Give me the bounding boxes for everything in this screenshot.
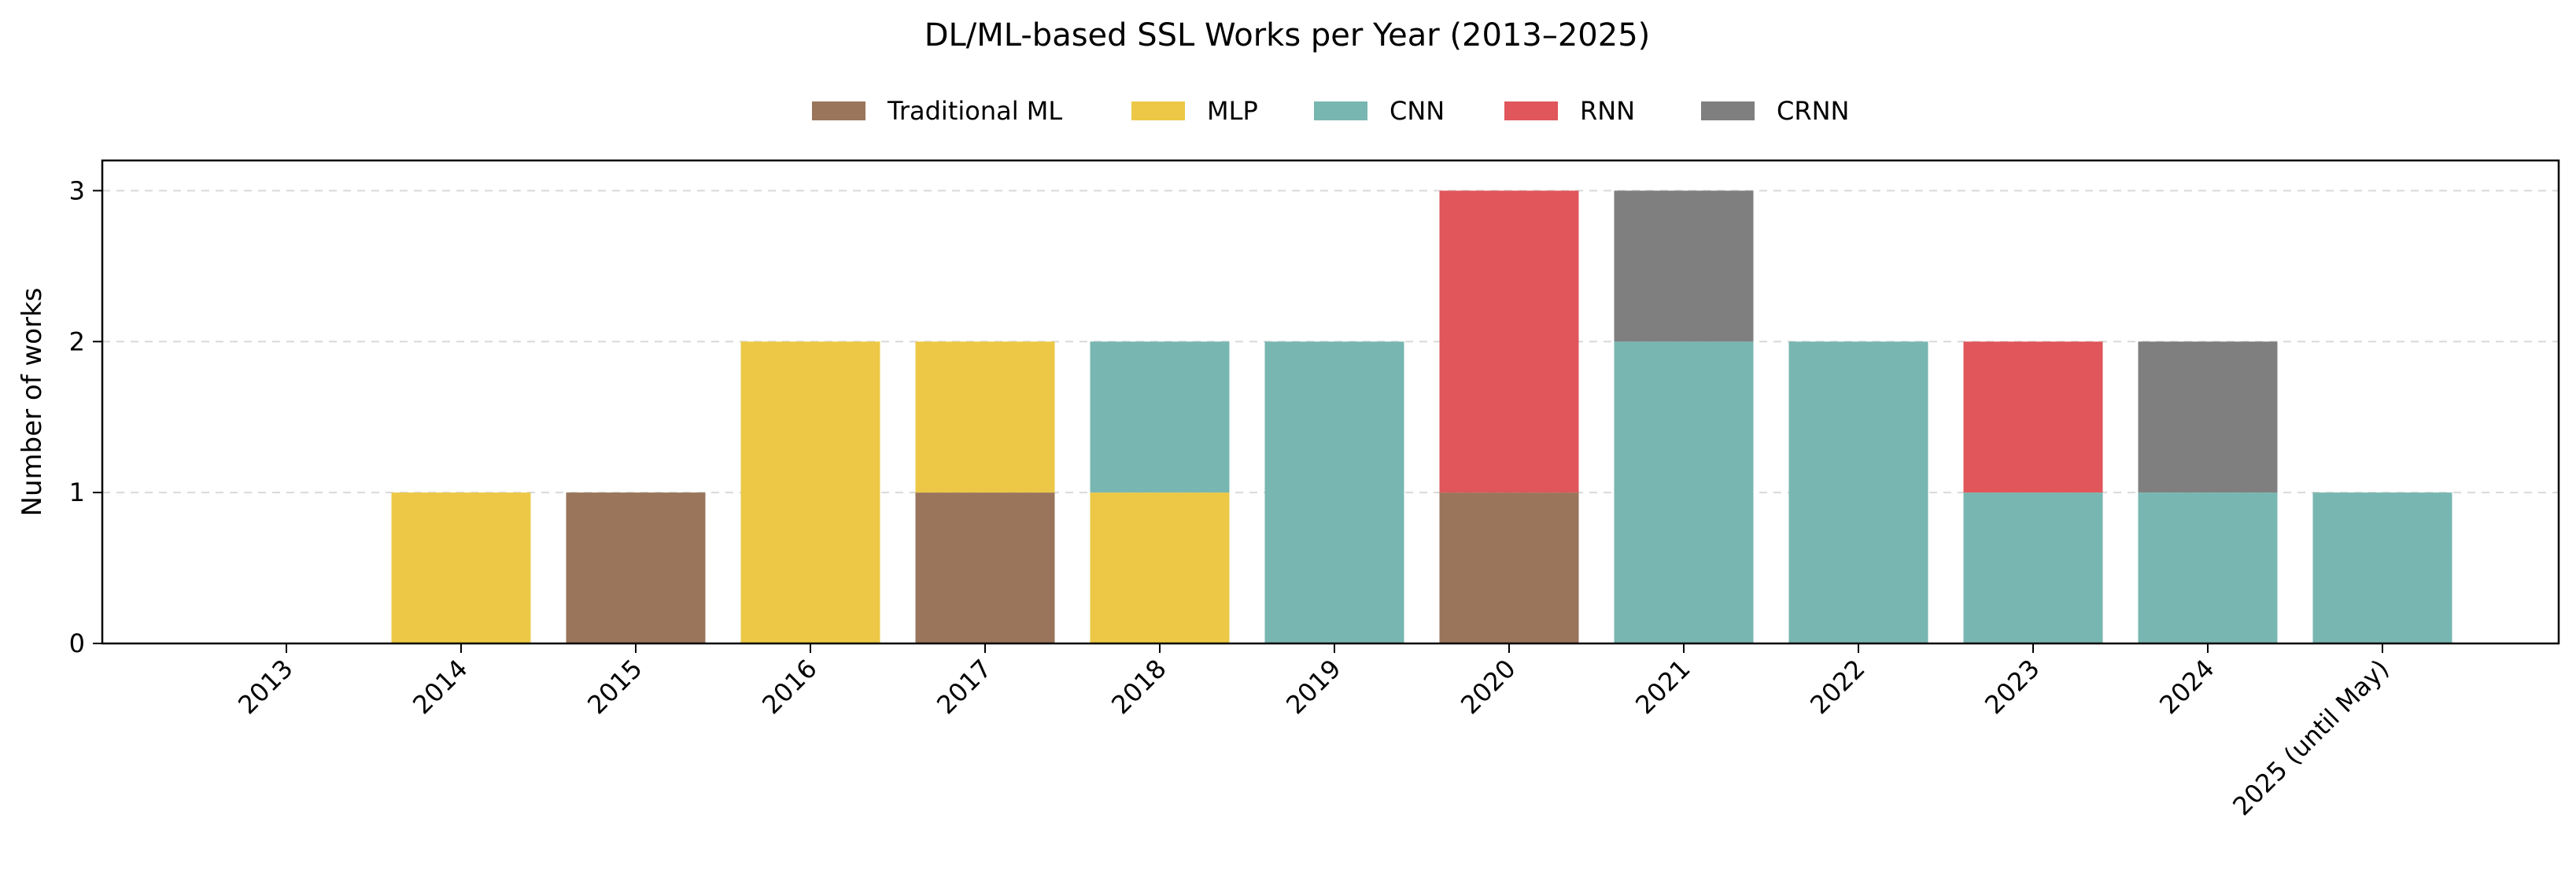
- x-tick-label: 2023: [1979, 654, 2045, 720]
- x-tick-label: 2018: [1105, 654, 1172, 720]
- x-tick-label: 2014: [407, 654, 473, 720]
- legend-label: MLP: [1207, 96, 1258, 126]
- bar-2017-traditional-ml: [915, 492, 1055, 643]
- bar-2023-rnn: [1963, 341, 2103, 493]
- y-tick-label: 3: [69, 175, 85, 205]
- bars: [391, 190, 2452, 643]
- x-tick-label: 2017: [931, 654, 997, 720]
- plot-frame: [101, 159, 2560, 645]
- bar-2022-cnn: [1788, 341, 1928, 643]
- bar-2021-crnn: [1614, 190, 1754, 342]
- bar-2020-traditional-ml: [1439, 492, 1579, 643]
- bar-2017-mlp: [915, 341, 1055, 493]
- bar-2023-cnn: [1963, 492, 2103, 643]
- y-tick-label: 2: [69, 326, 85, 356]
- legend-label: RNN: [1580, 96, 1635, 126]
- x-tick-label: 2025 (until May): [2227, 654, 2394, 821]
- bar-2014-mlp: [391, 492, 531, 643]
- y-tick-label: 0: [69, 629, 85, 658]
- legend-label: CNN: [1389, 96, 1445, 126]
- x-tick-label: 2015: [581, 654, 648, 720]
- bar-2020-rnn: [1439, 190, 1579, 493]
- x-tick-label: 2020: [1455, 654, 1521, 720]
- x-tick-label: 2013: [232, 654, 298, 720]
- bar-2024-cnn: [2138, 492, 2278, 643]
- legend-swatch-cnn: [1314, 101, 1367, 120]
- x-axis: 2013 2014 2015 2016 2017 2018 2019 2020 2021 2022…: [232, 643, 2395, 821]
- bar-2018-cnn: [1090, 341, 1230, 493]
- bar-2018-mlp: [1090, 492, 1230, 643]
- legend-swatch-rnn: [1504, 101, 1558, 120]
- legend-swatch-crnn: [1701, 101, 1755, 120]
- bar-2021-cnn: [1614, 341, 1754, 643]
- x-tick-label: 2019: [1280, 654, 1346, 720]
- legend-swatch-mlp: [1131, 101, 1185, 120]
- legend-swatch-traditional-ml: [812, 101, 865, 120]
- bar-2019-cnn: [1264, 341, 1404, 643]
- y-tick-label: 1: [69, 477, 85, 507]
- bar-2016-mlp: [740, 341, 880, 643]
- y-axis-label: Number of works: [17, 288, 48, 517]
- x-tick-label: 2022: [1804, 654, 1870, 720]
- legend: Traditional ML MLP CNN RNN CRNN: [812, 96, 1849, 126]
- legend-label: Traditional ML: [887, 96, 1062, 126]
- x-tick-label: 2021: [1629, 654, 1696, 720]
- chart-title: DL/ML-based SSL Works per Year (2013–202…: [924, 17, 1651, 53]
- bar-2015-traditional-ml: [566, 492, 706, 643]
- bar-2025-until-may--cnn: [2312, 492, 2452, 643]
- legend-label: CRNN: [1777, 96, 1849, 126]
- bar-2024-crnn: [2138, 341, 2278, 493]
- y-axis: 0 1 2 3: [69, 175, 102, 658]
- x-tick-label: 2024: [2153, 654, 2220, 720]
- x-tick-label: 2016: [756, 654, 822, 720]
